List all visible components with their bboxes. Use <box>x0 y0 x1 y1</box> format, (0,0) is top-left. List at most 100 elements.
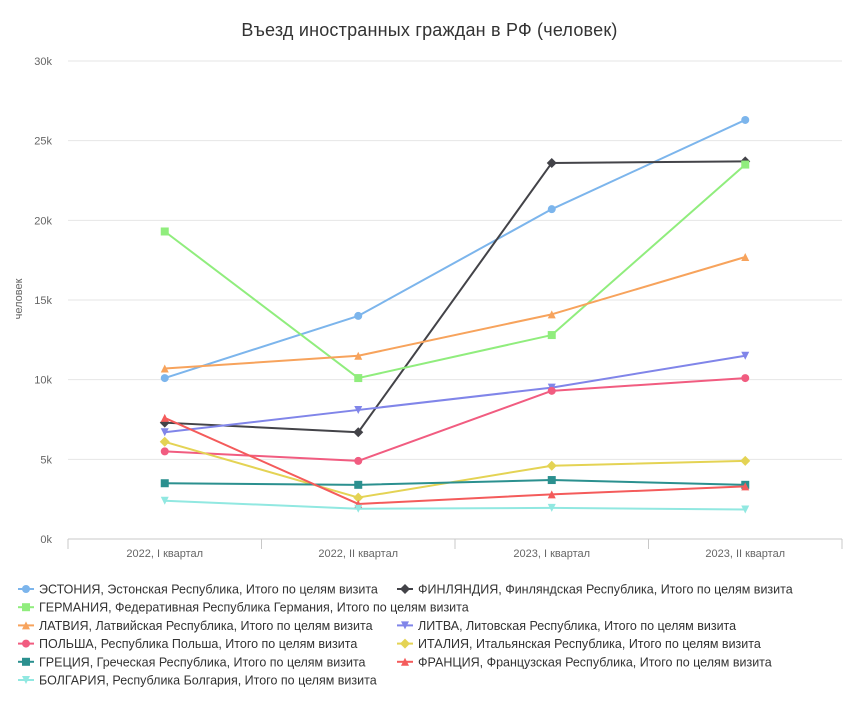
legend[interactable]: ЭСТОНИЯ, Эстонская Республика, Итого по … <box>18 583 793 688</box>
x-tick-label: 2022, I квартал <box>126 548 203 560</box>
data-point[interactable] <box>741 160 750 169</box>
series-line[interactable] <box>163 377 747 462</box>
legend-symbol[interactable] <box>400 584 410 594</box>
data-point[interactable] <box>353 492 364 503</box>
legend-symbol[interactable] <box>22 603 30 612</box>
legend-symbol[interactable] <box>401 657 409 666</box>
legend-label[interactable]: ПОЛЬША, Республика Польша, Итого по целя… <box>39 637 357 651</box>
series-4[interactable] <box>160 252 750 373</box>
series-2[interactable] <box>159 156 751 438</box>
legend-label[interactable]: ИТАЛИЯ, Итальянская Республика, Итого по… <box>418 637 761 651</box>
legend-item[interactable]: ЛИТВА, Литовская Республика, Итого по це… <box>397 619 736 633</box>
y-axis-ticks: 0k 5k 10k 15k 20k 25k 30k <box>34 56 52 546</box>
legend-symbol[interactable] <box>22 639 30 648</box>
y-tick-label: 0k <box>40 534 52 546</box>
legend-label[interactable]: ГЕРМАНИЯ, Федеративная Республика Герман… <box>39 601 469 615</box>
legend-label[interactable]: ЭСТОНИЯ, Эстонская Республика, Итого по … <box>39 583 378 597</box>
data-point[interactable] <box>547 310 556 319</box>
legend-symbol[interactable] <box>22 676 30 684</box>
data-point[interactable] <box>547 503 556 512</box>
data-point[interactable] <box>160 479 169 488</box>
x-tick-label: 2023, II квартал <box>705 548 785 560</box>
legend-label[interactable]: ФИНЛЯНДИЯ, Финляндская Республика, Итого… <box>418 583 793 597</box>
series-3[interactable] <box>160 160 750 383</box>
legend-symbol[interactable] <box>22 585 30 593</box>
series-line[interactable] <box>163 416 747 505</box>
data-point[interactable] <box>160 364 169 373</box>
data-point[interactable] <box>160 374 169 383</box>
data-point[interactable] <box>353 427 364 438</box>
legend-symbol[interactable] <box>22 657 30 666</box>
x-axis: 2022, I квартал 2022, II квартал 2023, I к… <box>67 538 843 560</box>
data-point[interactable] <box>160 496 169 505</box>
y-tick-label: 5k <box>40 454 52 466</box>
series-10[interactable] <box>160 496 750 514</box>
legend-item[interactable]: ЛАТВИЯ, Латвийская Республика, Итого по … <box>18 619 373 633</box>
series-6[interactable] <box>160 374 750 465</box>
series-line[interactable] <box>163 118 747 380</box>
series-9[interactable] <box>160 413 750 508</box>
data-point[interactable] <box>354 480 363 489</box>
legend-label[interactable]: ФРАНЦИЯ, Французская Республика, Итого п… <box>418 655 772 669</box>
series-line[interactable] <box>163 479 747 486</box>
series-8[interactable] <box>160 476 750 489</box>
data-point[interactable] <box>160 413 169 422</box>
y-tick-label: 20k <box>34 215 52 227</box>
data-point[interactable] <box>741 252 750 261</box>
data-point[interactable] <box>741 505 750 514</box>
grid <box>68 60 842 460</box>
data-point[interactable] <box>547 490 556 499</box>
y-tick-label: 30k <box>34 56 52 68</box>
series-group <box>159 115 751 514</box>
data-point[interactable] <box>547 205 556 214</box>
legend-item[interactable]: ПОЛЬША, Республика Польша, Итого по целя… <box>18 637 357 651</box>
legend-item[interactable]: БОЛГАРИЯ, Республика Болгария, Итого по … <box>18 674 377 688</box>
legend-label[interactable]: ГРЕЦИЯ, Греческая Республика, Итого по ц… <box>39 655 366 669</box>
legend-symbol[interactable] <box>400 638 410 649</box>
data-point[interactable] <box>741 351 750 360</box>
legend-item[interactable]: ФРАНЦИЯ, Французская Республика, Итого п… <box>397 655 772 669</box>
data-point[interactable] <box>546 460 557 471</box>
data-point[interactable] <box>354 311 363 320</box>
legend-label[interactable]: БОЛГАРИЯ, Республика Болгария, Итого по … <box>39 674 377 688</box>
data-point[interactable] <box>354 374 363 383</box>
data-point[interactable] <box>741 482 750 491</box>
data-point[interactable] <box>741 115 750 124</box>
data-point[interactable] <box>354 405 363 414</box>
data-point[interactable] <box>354 456 363 465</box>
data-point[interactable] <box>354 351 363 360</box>
legend-item[interactable]: ИТАЛИЯ, Итальянская Республика, Итого по… <box>397 637 761 651</box>
data-point[interactable] <box>741 374 750 383</box>
series-line[interactable] <box>163 160 747 434</box>
data-point[interactable] <box>160 227 169 236</box>
series-5[interactable] <box>160 351 750 437</box>
data-point[interactable] <box>547 476 556 485</box>
legend-symbol[interactable] <box>22 621 30 630</box>
data-point[interactable] <box>159 436 170 447</box>
data-point[interactable] <box>546 157 557 168</box>
y-tick-label: 10k <box>34 375 52 387</box>
data-point[interactable] <box>740 455 751 466</box>
series-line[interactable] <box>163 499 747 511</box>
series-line[interactable] <box>163 163 747 380</box>
data-point[interactable] <box>160 428 169 437</box>
data-point[interactable] <box>547 386 556 395</box>
legend-label[interactable]: ЛИТВА, Литовская Республика, Итого по це… <box>418 619 736 633</box>
series-7[interactable] <box>159 436 751 503</box>
series-1[interactable] <box>160 115 750 383</box>
legend-item[interactable]: ЭСТОНИЯ, Эстонская Республика, Итого по … <box>18 583 378 597</box>
y-axis-label: человек <box>13 278 25 319</box>
legend-label[interactable]: ЛАТВИЯ, Латвийская Республика, Итого по … <box>39 619 373 633</box>
data-point[interactable] <box>354 504 363 513</box>
legend-symbol[interactable] <box>401 621 409 630</box>
data-point[interactable] <box>547 331 556 340</box>
series-line[interactable] <box>163 354 747 434</box>
legend-item[interactable]: ФИНЛЯНДИЯ, Финляндская Республика, Итого… <box>397 583 793 597</box>
data-point[interactable] <box>160 447 169 456</box>
x-tick-label: 2023, I квартал <box>513 548 590 560</box>
series-line[interactable] <box>163 255 747 370</box>
legend-item[interactable]: ГРЕЦИЯ, Греческая Республика, Итого по ц… <box>18 655 366 669</box>
legend-item[interactable]: ГЕРМАНИЯ, Федеративная Республика Герман… <box>18 601 469 615</box>
y-tick-label: 15k <box>34 295 52 307</box>
